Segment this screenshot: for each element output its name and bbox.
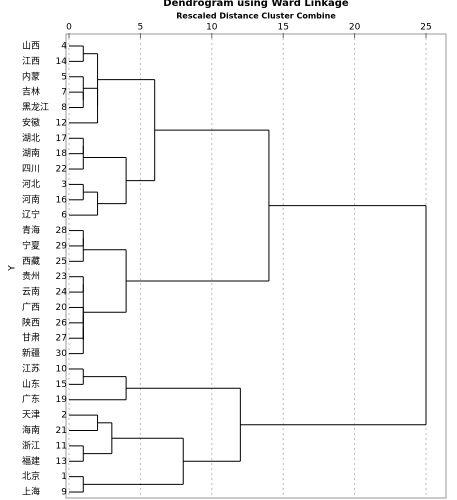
leaf-case: 14 [56, 57, 68, 67]
leaf-label: 甘肃 [22, 332, 40, 344]
x-tick-label: 25 [420, 23, 431, 33]
leaf-label: 湖北 [22, 133, 40, 144]
leaf-label: 西藏 [22, 255, 40, 267]
leaf-case: 28 [56, 226, 68, 236]
leaf-case: 7 [61, 88, 67, 98]
x-tick-label: 20 [349, 23, 361, 33]
leaf-label: 辽宁 [22, 209, 40, 221]
leaf-label: 海南 [22, 424, 40, 436]
leaf-label: 广西 [22, 301, 40, 313]
leaf-case: 12 [56, 118, 67, 128]
chart-title: Dendrogram using Ward Linkage [163, 0, 349, 9]
leaf-case: 15 [56, 380, 67, 390]
leaf-label: 北京 [22, 470, 40, 482]
leaf-case: 30 [56, 349, 68, 359]
leaf-label: 浙江 [22, 439, 40, 451]
leaf-case: 17 [56, 134, 67, 144]
leaf-label: 黑龙江 [22, 101, 49, 113]
leaf-case: 26 [56, 318, 68, 328]
leaf-label: 吉林 [22, 86, 40, 98]
leaf-label: 新疆 [22, 347, 40, 359]
leaf-case: 10 [56, 364, 68, 374]
leaf-case: 25 [56, 257, 67, 267]
leaf-case: 5 [61, 72, 67, 82]
leaf-case: 2 [61, 411, 67, 421]
leaf-case: 1 [61, 472, 67, 482]
leaf-case: 11 [56, 441, 67, 451]
leaf-label: 上海 [22, 486, 40, 498]
leaf-case: 21 [56, 426, 67, 436]
leaf-case: 13 [56, 457, 67, 467]
leaf-label: 天津 [22, 410, 40, 421]
leaf-label: 青海 [22, 224, 40, 236]
leaf-label: 山东 [22, 378, 40, 390]
x-tick-label: 10 [206, 23, 218, 33]
leaf-label: 山西 [22, 41, 40, 52]
leaf-label: 安徽 [22, 116, 40, 128]
leaf-label: 内蒙 [22, 70, 40, 82]
leaf-case: 8 [61, 103, 67, 113]
leaf-label: 江西 [22, 56, 40, 67]
leaf-case: 3 [61, 180, 67, 190]
x-tick-label: 0 [66, 23, 72, 33]
leaf-case: 22 [56, 165, 67, 175]
leaf-case: 18 [56, 149, 68, 159]
leaf-case: 29 [56, 241, 68, 251]
leaf-label: 河北 [22, 178, 40, 190]
leaf-case: 23 [56, 272, 67, 282]
leaf-label: 四川 [22, 165, 40, 175]
leaf-label: 湖南 [22, 147, 40, 159]
chart-subtitle: Rescaled Distance Cluster Combine [176, 12, 336, 21]
leaf-case: 27 [56, 334, 67, 344]
leaf-case: 20 [56, 303, 68, 313]
leaf-case: 19 [56, 395, 68, 405]
leaf-label: 河南 [22, 193, 40, 205]
x-tick-label: 15 [277, 23, 288, 33]
leaf-label: 江苏 [22, 362, 40, 374]
leaf-label: 福建 [22, 455, 40, 467]
y-axis-label: Y [8, 265, 18, 272]
leaf-label: 陕西 [22, 316, 40, 328]
leaf-label: 贵州 [22, 270, 40, 282]
leaf-case: 16 [56, 195, 68, 205]
leaf-case: 4 [61, 42, 67, 52]
leaf-case: 6 [61, 211, 67, 221]
leaf-case: 9 [61, 488, 67, 498]
leaf-label: 宁夏 [22, 239, 40, 251]
leaf-label: 云南 [22, 286, 40, 298]
plot-frame [65, 33, 447, 499]
leaf-label: 广东 [22, 393, 40, 405]
x-tick-label: 5 [138, 23, 144, 33]
leaf-case: 24 [56, 288, 68, 298]
